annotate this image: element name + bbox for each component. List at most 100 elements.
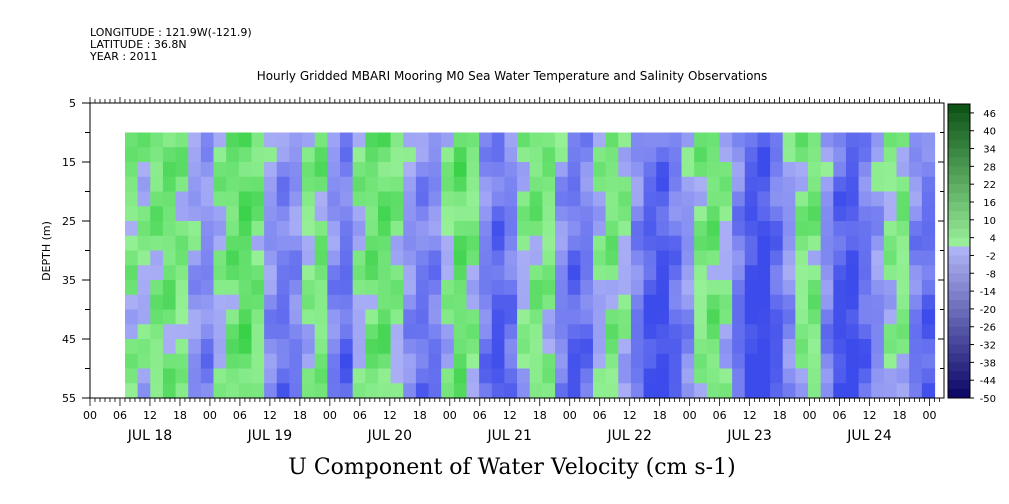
heatmap-cell — [618, 235, 632, 252]
heatmap-cell — [327, 265, 341, 281]
heatmap-cell — [630, 132, 645, 148]
heatmap-cell — [820, 132, 834, 148]
heatmap-cell — [441, 176, 455, 193]
heatmap-cell — [441, 280, 455, 296]
heatmap-cell — [453, 368, 468, 384]
heatmap-cell — [238, 324, 253, 340]
heatmap-cell — [314, 324, 328, 340]
heatmap-cell — [782, 353, 796, 370]
heatmap-cell — [377, 280, 392, 296]
x-hour-label: 06 — [113, 409, 127, 422]
heatmap-cell — [124, 206, 139, 222]
heatmap-cell — [314, 206, 328, 222]
heatmap-cell — [200, 353, 215, 370]
heatmap-cell — [845, 294, 860, 311]
heatmap-cell — [668, 235, 683, 252]
heatmap-cell — [124, 221, 139, 237]
heatmap-cell — [264, 309, 278, 325]
heatmap-cell — [264, 324, 278, 340]
heatmap-cell — [466, 132, 480, 148]
heatmap-cell — [137, 294, 151, 311]
heatmap-cell — [529, 250, 543, 266]
heatmap-cell — [517, 206, 531, 222]
heatmap-cell — [630, 309, 645, 325]
heatmap-cell — [529, 206, 543, 222]
heatmap-cell — [302, 162, 316, 178]
heatmap-cell — [238, 294, 253, 311]
heatmap-cell — [668, 221, 683, 237]
heatmap-cell — [327, 339, 341, 355]
heatmap-cell — [542, 294, 556, 311]
heatmap-cell — [883, 265, 898, 281]
heatmap-cell — [365, 132, 379, 148]
heatmap-cell — [264, 339, 278, 355]
heatmap-cell — [479, 235, 493, 252]
heatmap-cell — [377, 250, 392, 266]
heatmap-cell — [200, 280, 215, 296]
heatmap-cell — [592, 265, 607, 281]
heatmap-cell — [453, 132, 468, 148]
heatmap-cell — [706, 309, 721, 325]
heatmap-cell — [757, 368, 771, 384]
colorbar-label: -26 — [980, 323, 996, 334]
heatmap-cell — [226, 206, 240, 222]
heatmap-cell — [656, 221, 670, 237]
colorbar-swatch — [948, 210, 970, 221]
heatmap-cell — [883, 147, 898, 163]
heatmap-cell — [643, 294, 657, 311]
heatmap-cell — [795, 191, 809, 207]
heatmap-cell — [845, 221, 860, 237]
heatmap-cell — [719, 265, 733, 281]
heatmap-cell — [377, 368, 392, 384]
heatmap-cell — [377, 265, 392, 281]
heatmap-cell — [175, 339, 189, 355]
heatmap-cell — [365, 309, 379, 325]
heatmap-cell — [314, 176, 328, 193]
heatmap-cell — [757, 294, 771, 311]
heatmap-cell — [415, 221, 430, 237]
heatmap-cell — [479, 176, 493, 193]
heatmap-cell — [327, 309, 341, 325]
heatmap-cell — [504, 383, 518, 399]
heatmap-cell — [921, 162, 936, 178]
heatmap-cell — [555, 309, 569, 325]
heatmap-cell — [732, 176, 746, 193]
heatmap-cell — [226, 339, 240, 355]
heatmap-cell — [352, 206, 366, 222]
colorbar-label: 46 — [983, 109, 996, 120]
heatmap-cell — [921, 353, 936, 370]
heatmap-cell — [656, 206, 670, 222]
heatmap-cell — [580, 176, 594, 193]
heatmap-cell — [238, 265, 253, 281]
heatmap-cell — [656, 147, 670, 163]
heatmap-cell — [188, 265, 202, 281]
heatmap-cell — [403, 206, 417, 222]
heatmap-cell — [289, 235, 303, 252]
heatmap-cell — [453, 353, 468, 370]
heatmap-cell — [782, 176, 796, 193]
heatmap-cell — [580, 368, 594, 384]
heatmap-cell — [264, 191, 278, 207]
heatmap-cell — [605, 368, 619, 384]
colorbar-swatch — [948, 246, 970, 256]
heatmap-cell — [858, 206, 872, 222]
heatmap-cell — [732, 132, 746, 148]
heatmap-cell — [504, 339, 518, 355]
heatmap-cell — [909, 383, 923, 399]
heatmap-cell — [188, 147, 202, 163]
heatmap-cell — [517, 368, 531, 384]
heatmap-cell — [175, 265, 189, 281]
heatmap-cell — [213, 309, 227, 325]
heatmap-cell — [883, 294, 898, 311]
heatmap-cell — [213, 176, 227, 193]
heatmap-cell — [605, 162, 619, 178]
heatmap-cell — [845, 191, 860, 207]
y-tick-label: 5 — [69, 97, 76, 110]
heatmap-cell — [592, 353, 607, 370]
heatmap-cell — [732, 309, 746, 325]
heatmap-cell — [858, 294, 872, 311]
heatmap-cell — [289, 132, 303, 148]
heatmap-cell — [706, 221, 721, 237]
heatmap-cell — [302, 250, 316, 266]
heatmap-cell — [719, 294, 733, 311]
